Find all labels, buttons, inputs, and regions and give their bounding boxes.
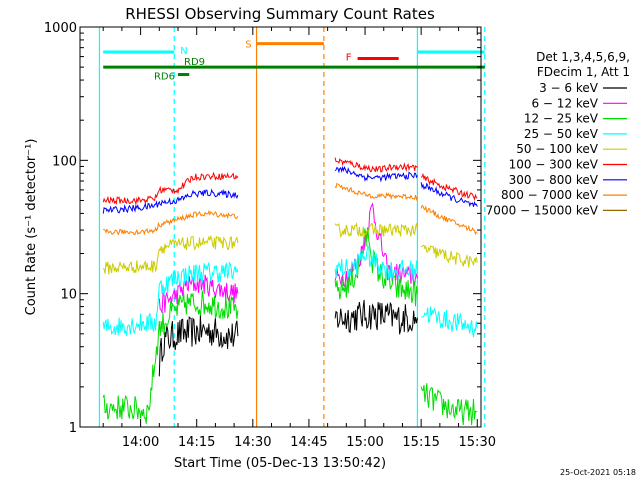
series-line-300-800-kev-seg1 <box>334 165 418 183</box>
chart-title: RHESSI Observing Summary Count Rates <box>125 5 435 23</box>
x-axis: 14:00 14:15 14:30 14:45 15:00 15:15 15:30 <box>102 27 496 450</box>
legend-header-line-1: Det 1,3,4,5,6,9, <box>536 50 630 64</box>
series-line-50-100-kev-seg1 <box>334 221 418 238</box>
legend-label-7000-15000-kev: 7000 − 15000 keV <box>486 203 599 217</box>
series-line-300-800-kev-seg0 <box>102 188 239 214</box>
legend-label-800-7000-kev: 800 − 7000 keV <box>501 188 599 202</box>
y-tick-label: 1 <box>69 421 77 436</box>
x-tick-label: 14:00 <box>122 435 159 450</box>
series-line-300-800-kev-seg2 <box>420 182 478 208</box>
series-line-25-50-kev-seg0 <box>102 260 239 336</box>
legend-header-line-2: FDecim 1, Att 1 <box>537 65 630 79</box>
footer-timestamp: 25-Oct-2021 05:18 <box>560 468 636 477</box>
series-line-100-300-kev-seg1 <box>334 157 418 173</box>
series-line-100-300-kev-seg0 <box>102 171 239 206</box>
y-tick-label: 1000 <box>44 21 77 36</box>
series-line-50-100-kev-seg2 <box>420 244 478 268</box>
y-axis: 1 10 100 1000 <box>44 21 481 436</box>
legend-label-100-300-kev: 100 − 300 keV <box>509 158 599 172</box>
series-line-800-7000-kev-seg2 <box>420 204 478 236</box>
series-line-25-50-kev-seg2 <box>420 306 478 338</box>
legend: Det 1,3,4,5,6,9, FDecim 1, Att 1 3 − 6 k… <box>486 50 630 217</box>
series-line-6-12-kev-seg0 <box>158 274 239 313</box>
series-layer <box>102 157 478 426</box>
series-line-100-300-kev-seg2 <box>420 172 478 201</box>
x-axis-label: Start Time (05-Dec-13 13:50:42) <box>174 456 386 471</box>
x-tick-label: 14:30 <box>234 435 271 450</box>
flag-label-s: S <box>245 40 251 51</box>
y-tick-label: 10 <box>60 288 77 303</box>
series-line-800-7000-kev-seg1 <box>334 182 418 202</box>
y-tick-label: 100 <box>52 154 77 169</box>
legend-label-50-100-kev: 50 − 100 keV <box>516 142 599 156</box>
series-line-3-6-kev-seg0 <box>158 315 239 377</box>
legend-label-6-12-kev: 6 − 12 keV <box>531 96 598 110</box>
series-line-3-6-kev-seg1 <box>334 299 418 335</box>
x-tick-label: 14:45 <box>290 435 327 450</box>
flag-label-rd9: RD9 <box>184 57 205 68</box>
series-line-12-25-kev-seg2 <box>420 383 478 426</box>
x-tick-label: 15:00 <box>346 435 383 450</box>
series-line-12-25-kev-seg0 <box>102 290 239 424</box>
flag-label-n: N <box>180 46 187 57</box>
series-line-25-50-kev-seg1 <box>334 243 418 281</box>
series-line-50-100-kev-seg0 <box>102 234 239 275</box>
x-tick-label: 15:15 <box>402 435 439 450</box>
legend-label-300-800-kev: 300 − 800 keV <box>509 173 599 187</box>
x-tick-label: 14:15 <box>178 435 215 450</box>
flag-label-f: F <box>346 53 352 64</box>
y-axis-label: Count Rate (s⁻¹ detector⁻¹) <box>24 139 39 316</box>
legend-label-25-50-kev: 25 − 50 keV <box>524 127 599 141</box>
flag-label-rd6: RD6 <box>154 72 175 83</box>
annotation-layer: N S F RD6 RD9 <box>98 27 486 427</box>
plot-frame <box>79 26 482 428</box>
legend-label-3-6-kev: 3 − 6 keV <box>539 81 599 95</box>
series-line-800-7000-kev-seg0 <box>103 209 239 236</box>
legend-label-12-25-kev: 12 − 25 keV <box>524 112 599 126</box>
x-tick-label: 15:30 <box>459 435 496 450</box>
